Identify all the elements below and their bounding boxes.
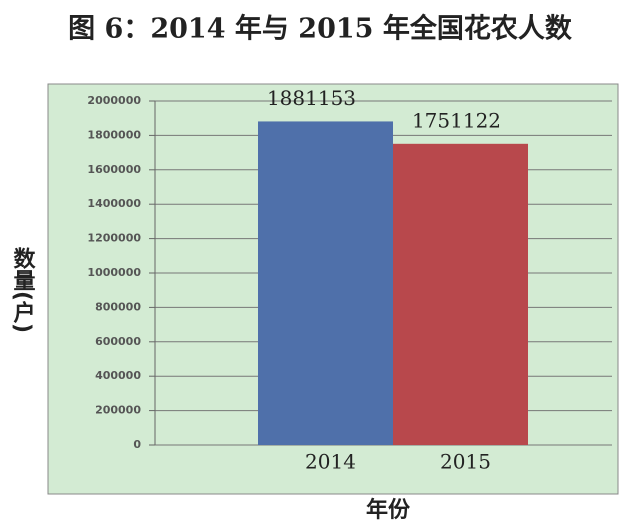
y-tick-label: 1000000	[87, 266, 141, 279]
chart-title: 图 6：2014 年与 2015 年全国花农人数	[68, 13, 573, 45]
y-tick-label: 1600000	[87, 163, 141, 176]
bar	[393, 143, 528, 446]
x-tick-label: 2014	[305, 450, 356, 474]
y-tick-label: 2000000	[87, 94, 141, 107]
y-tick-label: 0	[133, 438, 141, 451]
y-tick-label: 400000	[95, 369, 141, 382]
y-tick-label: 800000	[95, 300, 141, 313]
x-tick-label: 2015	[440, 450, 491, 474]
y-tick-label: 1800000	[87, 128, 141, 141]
bar	[258, 121, 393, 445]
y-tick-label: 200000	[95, 404, 141, 417]
data-label: 1881153	[267, 86, 356, 110]
y-tick-label: 600000	[95, 335, 141, 348]
data-label: 1751122	[412, 108, 501, 132]
x-axis-label: 年份	[366, 497, 411, 523]
y-axis-label: 数量(户)	[10, 246, 36, 333]
y-tick-label: 1200000	[87, 232, 141, 245]
y-tick-label: 1400000	[87, 197, 141, 210]
